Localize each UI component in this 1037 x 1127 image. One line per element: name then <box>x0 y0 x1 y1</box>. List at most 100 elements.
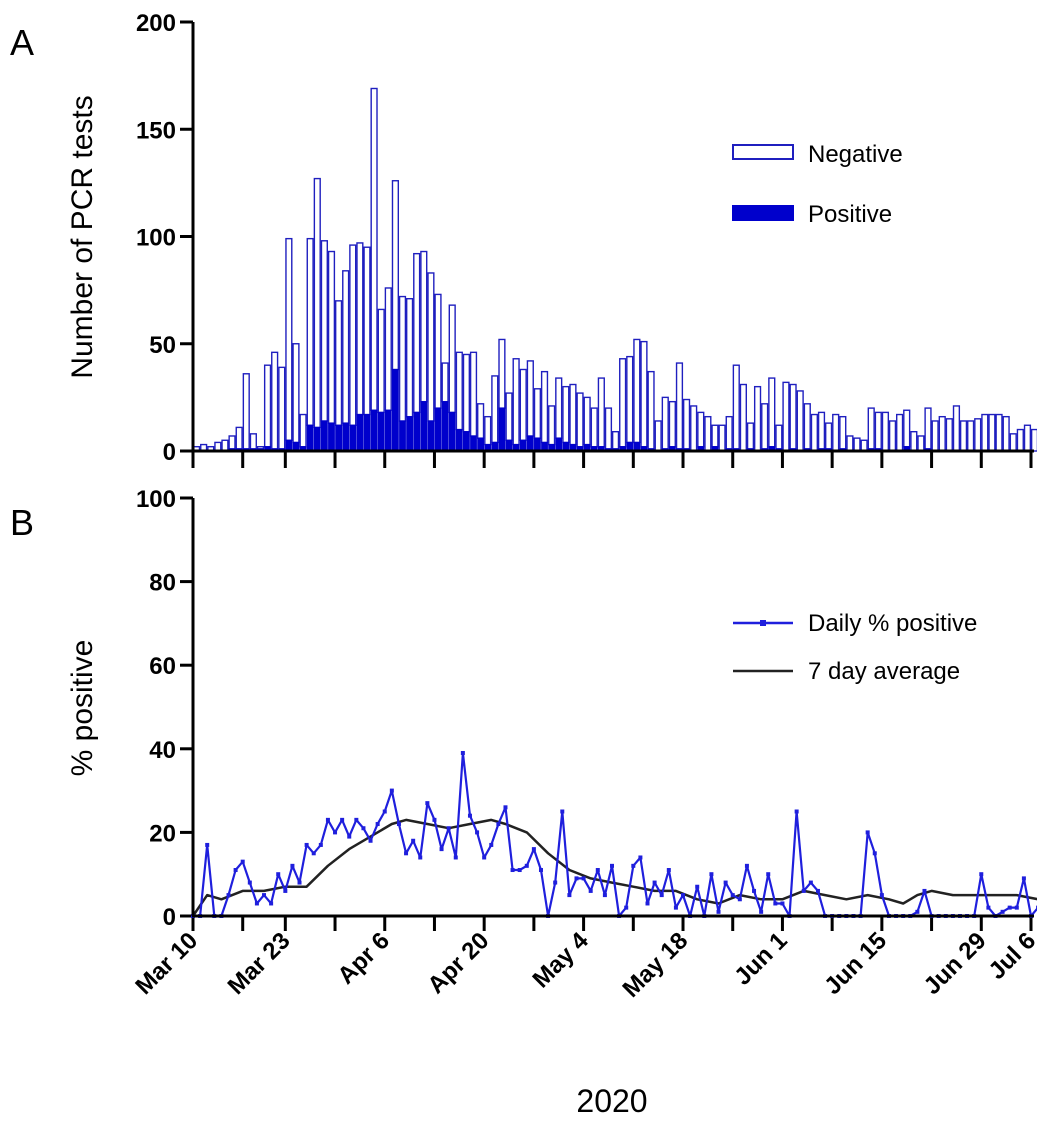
daily-point <box>759 909 764 914</box>
negative-bar <box>846 435 854 452</box>
negative-bar <box>888 420 897 452</box>
daily-point <box>432 817 437 822</box>
daily-point <box>602 893 607 898</box>
positive-bar <box>349 424 357 452</box>
daily-point <box>631 863 636 868</box>
daily-point <box>915 909 920 914</box>
negative-bar <box>576 392 584 448</box>
negative-bar <box>711 424 719 448</box>
daily-point <box>723 880 728 885</box>
negative-bar <box>548 405 556 446</box>
y-tick-label: 40 <box>149 737 176 764</box>
daily-point <box>588 888 593 893</box>
daily-point <box>794 809 799 814</box>
panel-b-letter: B <box>10 502 34 543</box>
daily-point <box>560 809 565 814</box>
daily-point <box>254 901 259 906</box>
negative-bar <box>903 409 911 448</box>
daily-point <box>780 901 785 906</box>
negative-bar <box>860 439 868 452</box>
daily-point <box>638 855 643 860</box>
negative-bar <box>732 364 740 450</box>
positive-bar <box>384 409 392 452</box>
negative-bar <box>1023 424 1032 452</box>
negative-bar <box>839 415 847 450</box>
negative-bar <box>263 364 272 448</box>
negative-bar <box>619 358 627 448</box>
negative-bar <box>299 413 307 448</box>
daily-point <box>297 880 302 885</box>
daily-point <box>290 863 295 868</box>
negative-bar <box>405 298 414 418</box>
negative-bar <box>228 435 236 450</box>
negative-bar <box>675 362 684 450</box>
negative-bar <box>611 430 620 450</box>
daily-point <box>446 826 451 831</box>
daily-point <box>652 880 657 885</box>
negative-bar <box>924 407 932 450</box>
positive-bar <box>356 414 364 452</box>
daily-point <box>247 880 252 885</box>
y-tick-label: 150 <box>136 117 176 144</box>
negative-bar <box>995 413 1003 452</box>
negative-bar <box>697 411 705 448</box>
daily-point <box>475 830 480 835</box>
x-tick-label: May 18 <box>618 927 694 1003</box>
x-tick-label: Mar 23 <box>223 927 296 1000</box>
daily-point <box>368 838 373 843</box>
positive-bar <box>448 411 456 452</box>
positive-bar <box>534 437 541 452</box>
positive-bar <box>335 424 342 452</box>
daily-point <box>404 851 409 856</box>
daily-point <box>460 750 465 755</box>
panel-a-y-ticks: 0 50 100 150 200 <box>136 10 193 466</box>
negative-bar <box>285 237 293 441</box>
negative-bar <box>874 411 882 450</box>
daily-point <box>695 884 700 889</box>
negative-bar <box>484 415 492 446</box>
x-axis-title: 2020 <box>576 1083 647 1119</box>
daily-point <box>361 826 366 831</box>
daily-point <box>659 893 664 898</box>
daily-point <box>517 868 522 873</box>
negative-bar <box>469 351 478 437</box>
positive-bar <box>519 439 527 452</box>
daily-point <box>396 822 401 827</box>
positive-bar <box>434 407 442 452</box>
positive-bar <box>306 424 314 452</box>
daily-point <box>744 863 749 868</box>
daily-point <box>375 822 380 827</box>
daily-point <box>531 847 536 852</box>
negative-bar <box>583 396 591 446</box>
negative-bar <box>988 413 996 452</box>
negative-bar <box>505 392 513 441</box>
daily-point <box>773 901 778 906</box>
x-tick-label: Jun 15 <box>819 927 892 1000</box>
daily-point <box>808 880 813 885</box>
positive-bar <box>420 401 428 452</box>
positive-bar <box>320 420 328 452</box>
negative-bar <box>1016 428 1024 452</box>
daily-point <box>439 847 444 852</box>
positive-bar <box>470 435 477 452</box>
daily-point <box>574 876 579 881</box>
daily-point <box>553 880 558 885</box>
legend-daily-marker <box>760 620 766 626</box>
daily-point <box>716 909 721 914</box>
negative-bar <box>974 418 982 452</box>
panel-b-y-axis-title: % positive <box>66 640 99 777</box>
daily-point <box>624 905 629 910</box>
panel-a-y-axis-title: Number of PCR tests <box>66 95 99 378</box>
negative-bar <box>292 343 300 444</box>
daily-point <box>283 888 288 893</box>
negative-bar <box>370 87 378 411</box>
negative-bar <box>349 244 357 426</box>
x-tick-label: Jul 6 <box>983 927 1037 985</box>
daily-point <box>752 888 757 893</box>
daily-point <box>276 872 281 877</box>
negative-bar <box>320 240 328 422</box>
negative-bar <box>768 377 776 448</box>
legend-negative-swatch <box>732 144 794 160</box>
